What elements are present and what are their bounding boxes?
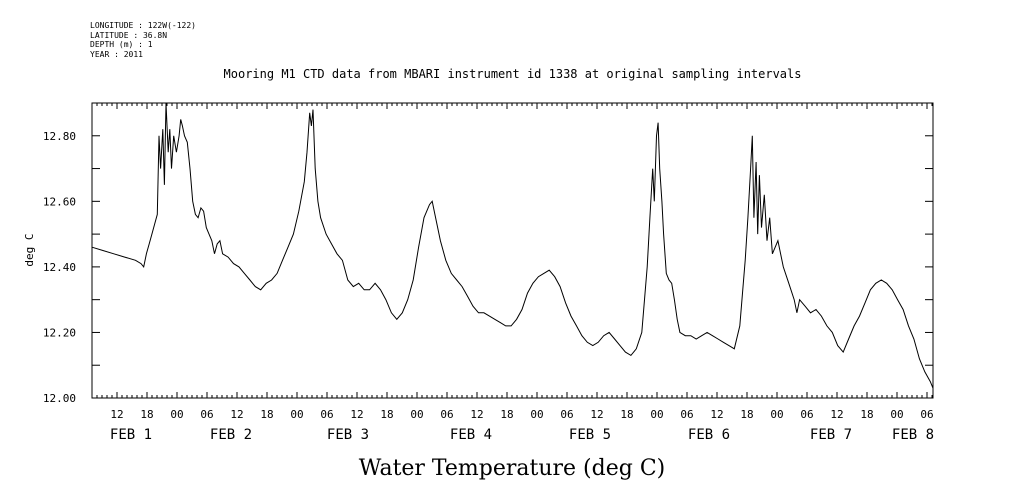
x-hour-label: 06 [800,408,813,421]
x-date-label: FEB 8 [892,427,934,443]
year-text: YEAR : 2011 [90,49,143,59]
x-axis-label: Water Temperature (deg C) [359,456,666,481]
x-date-label: FEB 4 [450,427,492,443]
y-tick-label: 12.60 [43,195,76,208]
x-hour-label: 12 [830,408,843,421]
x-hour-label: 12 [110,408,123,421]
x-hour-label: 06 [440,408,453,421]
plot-frame [91,102,934,399]
x-date-label: FEB 2 [210,427,252,443]
series-line [91,102,934,389]
x-hour-label: 00 [890,408,903,421]
x-hour-label: 18 [500,408,513,421]
x-hour-label: 06 [200,408,213,421]
x-hour-label: 06 [560,408,573,421]
x-hour-label: 00 [770,408,783,421]
x-hour-label: 18 [140,408,153,421]
x-hour-label: 12 [470,408,483,421]
x-hour-label: 18 [740,408,753,421]
x-hour-label: 06 [920,408,933,421]
x-date-label: FEB 7 [810,427,852,443]
y-tick-label: 12.20 [43,326,76,339]
date-labels: FEB 1 FEB 2 FEB 3 FEB 4 FEB 5 FEB 6 FEB 7 FEB 8 [110,427,934,443]
x-hour-label: 00 [170,408,183,421]
y-tick-label: 12.00 [43,392,76,405]
y-axis-ticks: 12.00 12.20 12.40 12.60 12.80 [43,130,933,405]
x-axis-ticks: 12 18 00 06 12 18 00 06 12 18 00 06 12 18 00 06 12 18 00 06… [110,408,933,421]
x-hour-label: 06 [680,408,693,421]
x-date-label: FEB 6 [688,427,730,443]
x-hour-label: 12 [230,408,243,421]
metadata-block: LONGITUDE : 122W(-122) LATITUDE : 36.8N … [90,21,196,59]
chart-title: Mooring M1 CTD data from MBARI instrumen… [223,67,802,81]
y-axis-label: deg C [23,233,36,266]
y-tick-label: 12.40 [43,261,76,274]
x-date-label: FEB 5 [569,427,611,443]
x-hour-label: 00 [410,408,423,421]
x-date-label: FEB 3 [327,427,369,443]
x-hour-label: 06 [320,408,333,421]
x-date-label: FEB 1 [110,427,152,443]
x-hour-label: 18 [380,408,393,421]
x-hour-label: 12 [710,408,723,421]
x-hour-label: 18 [860,408,873,421]
x-hour-label: 00 [530,408,543,421]
x-hour-label: 12 [350,408,363,421]
x-hour-label: 18 [260,408,273,421]
tick-marks [91,103,933,398]
longitude-text: LONGITUDE : 122W(-122) [90,21,196,30]
x-hour-label: 00 [290,408,303,421]
x-hour-label: 12 [590,408,603,421]
latitude-text: LATITUDE : 36.8N [90,30,168,40]
x-hour-label: 18 [620,408,633,421]
y-tick-label: 12.80 [43,130,76,143]
depth-text: DEPTH (m) : 1 [90,40,153,49]
x-hour-label: 00 [650,408,663,421]
